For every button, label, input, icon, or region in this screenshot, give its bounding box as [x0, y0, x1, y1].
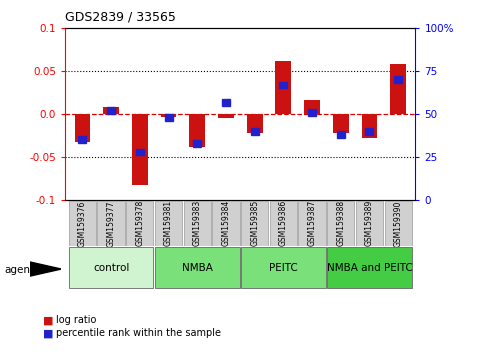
- FancyBboxPatch shape: [356, 201, 383, 246]
- Text: GSM159378: GSM159378: [135, 200, 144, 246]
- FancyBboxPatch shape: [69, 201, 96, 246]
- Bar: [366, 128, 373, 135]
- Bar: [193, 140, 201, 147]
- Bar: [161, 114, 176, 117]
- Bar: [247, 114, 263, 133]
- Bar: [136, 149, 144, 155]
- Text: GSM159387: GSM159387: [308, 200, 316, 246]
- Bar: [304, 101, 320, 114]
- Text: ■: ■: [43, 315, 54, 325]
- Bar: [74, 114, 90, 143]
- Text: log ratio: log ratio: [56, 315, 96, 325]
- FancyBboxPatch shape: [327, 247, 412, 288]
- Bar: [390, 64, 406, 114]
- Bar: [251, 128, 259, 135]
- Text: GSM159386: GSM159386: [279, 200, 288, 246]
- Bar: [222, 99, 230, 105]
- FancyBboxPatch shape: [126, 201, 154, 246]
- Text: percentile rank within the sample: percentile rank within the sample: [56, 329, 221, 338]
- Text: GSM159389: GSM159389: [365, 200, 374, 246]
- FancyBboxPatch shape: [184, 201, 211, 246]
- Bar: [132, 114, 148, 184]
- Text: GSM159381: GSM159381: [164, 200, 173, 246]
- FancyBboxPatch shape: [241, 247, 326, 288]
- FancyBboxPatch shape: [213, 201, 240, 246]
- FancyBboxPatch shape: [155, 201, 182, 246]
- Bar: [107, 107, 115, 114]
- Bar: [333, 114, 349, 133]
- FancyBboxPatch shape: [98, 201, 125, 246]
- Bar: [103, 107, 119, 114]
- Bar: [218, 114, 234, 119]
- Text: control: control: [93, 263, 129, 273]
- Bar: [362, 114, 377, 138]
- Text: NMBA: NMBA: [182, 263, 213, 273]
- FancyBboxPatch shape: [327, 201, 355, 246]
- Text: PEITC: PEITC: [269, 263, 298, 273]
- FancyBboxPatch shape: [384, 201, 412, 246]
- Bar: [308, 109, 316, 116]
- FancyBboxPatch shape: [270, 201, 297, 246]
- Text: GSM159376: GSM159376: [78, 200, 87, 247]
- Text: GSM159384: GSM159384: [221, 200, 230, 246]
- Text: GDS2839 / 33565: GDS2839 / 33565: [65, 10, 176, 23]
- Bar: [189, 114, 205, 147]
- Text: GSM159383: GSM159383: [193, 200, 202, 246]
- FancyBboxPatch shape: [69, 247, 154, 288]
- Bar: [394, 76, 402, 83]
- Text: GSM159377: GSM159377: [107, 200, 115, 247]
- Text: ■: ■: [43, 329, 54, 338]
- FancyBboxPatch shape: [298, 201, 326, 246]
- Bar: [275, 61, 291, 114]
- FancyBboxPatch shape: [155, 247, 240, 288]
- Text: agent: agent: [5, 265, 35, 275]
- Text: GSM159388: GSM159388: [336, 200, 345, 246]
- Bar: [78, 137, 86, 143]
- FancyBboxPatch shape: [241, 201, 268, 246]
- Bar: [279, 81, 287, 88]
- Text: GSM159390: GSM159390: [394, 200, 403, 247]
- Bar: [165, 114, 172, 121]
- Text: GSM159385: GSM159385: [250, 200, 259, 246]
- Text: NMBA and PEITC: NMBA and PEITC: [327, 263, 412, 273]
- Bar: [337, 131, 345, 138]
- Polygon shape: [30, 262, 61, 276]
